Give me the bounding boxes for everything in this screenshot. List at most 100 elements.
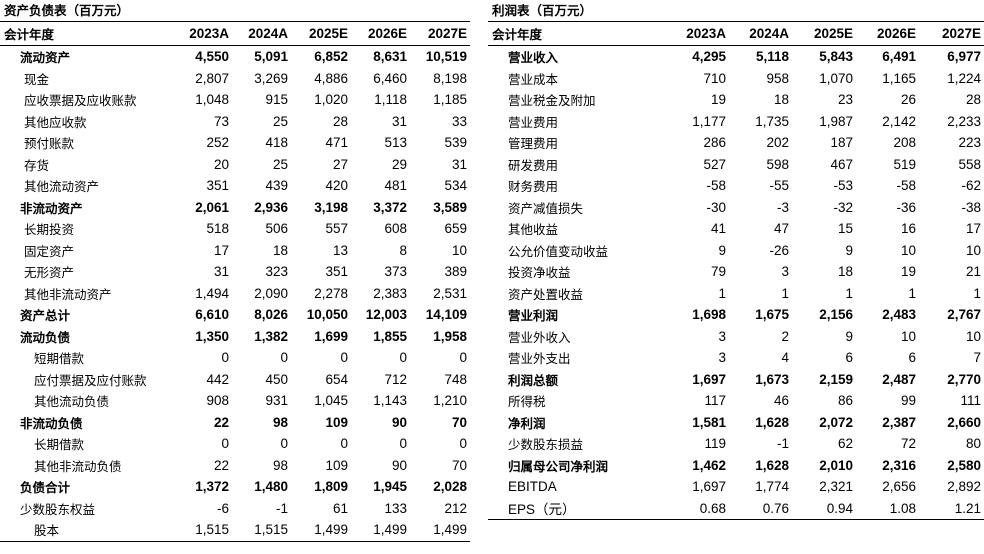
value-cell: 1,581	[692, 414, 726, 430]
value-cell: 2,321	[819, 479, 853, 495]
value-cell: 29	[391, 156, 407, 172]
value-cell: 958	[766, 70, 789, 86]
row-label: 流动资产	[20, 50, 71, 66]
value-cell: -3	[776, 199, 789, 215]
value-cell: 2,487	[882, 371, 916, 387]
value-cell: 1,945	[373, 479, 407, 495]
value-cell: 1,697	[692, 479, 726, 495]
value-cell: 73	[213, 113, 229, 129]
value-cell: 1.21	[919, 497, 984, 520]
value-cell: 13	[332, 242, 348, 258]
year-header: 2025E	[792, 22, 856, 46]
value-cell: 99	[900, 393, 916, 409]
table-row: 非流动负债 22 98 109 90 70	[0, 412, 470, 434]
table-row: 其他非流动资产 1,494 2,090 2,278 2,383 2,531	[0, 283, 470, 305]
value-cell: 79	[710, 264, 726, 280]
table-row: 预付账款 252 418 471 513 539	[0, 132, 470, 154]
value-cell: 8,631	[373, 49, 407, 65]
value-cell: -26	[769, 242, 789, 258]
value-cell: 1,462	[692, 457, 726, 473]
value-cell: 4,886	[314, 70, 348, 86]
value-cell: -1	[275, 500, 288, 516]
value-cell: 212	[444, 500, 467, 516]
value-cell: 25	[272, 156, 288, 172]
row-label: 所得税	[508, 394, 546, 410]
value-cell: 9	[845, 242, 853, 258]
year-header: 2024A	[232, 22, 291, 46]
value-cell: 98	[272, 414, 288, 430]
value-cell: 931	[265, 393, 288, 409]
fiscal-year-header: 会计年度	[488, 22, 666, 46]
header-row: 会计年度 2023A 2024A 2025E 2026E 2027E	[0, 22, 470, 46]
table-row: 存货 20 25 27 29 31	[0, 154, 470, 176]
value-cell: 4,550	[195, 49, 229, 65]
value-cell: 527	[703, 156, 726, 172]
value-cell: 20	[213, 156, 229, 172]
value-cell: 506	[265, 221, 288, 237]
value-cell: 17	[965, 221, 981, 237]
value-cell: 1,382	[254, 328, 288, 344]
value-cell: 5,843	[819, 49, 853, 65]
row-label: 固定资产	[24, 243, 75, 259]
value-cell: 28	[965, 92, 981, 108]
row-label: 负债合计	[20, 480, 71, 496]
value-cell: 3,589	[433, 199, 467, 215]
value-cell: 1.08	[856, 497, 919, 520]
value-cell: 0	[280, 350, 288, 366]
value-cell: 6,852	[314, 49, 348, 65]
value-cell: 286	[703, 135, 726, 151]
row-label: 流动负债	[20, 329, 71, 345]
table-row: 营业外收入 3 2 9 10 10	[488, 326, 984, 348]
value-cell: 1	[718, 285, 726, 301]
value-cell: 1,045	[314, 393, 348, 409]
table-row: 资产总计 6,610 8,026 10,050 12,003 14,109	[0, 304, 470, 326]
row-label: EPS（元）	[488, 497, 666, 520]
value-cell: 31	[391, 113, 407, 129]
value-cell: 1,499	[291, 519, 351, 542]
value-cell: 31	[451, 156, 467, 172]
value-cell: 187	[830, 135, 853, 151]
balance-sheet-panel: 资产负债表（百万元） 会计年度 2023A 2024A 2025E 2026E …	[0, 0, 470, 542]
value-cell: 1,958	[433, 328, 467, 344]
value-cell: 10	[451, 242, 467, 258]
value-cell: 0.94	[792, 497, 856, 520]
value-cell: 119	[704, 436, 726, 452]
value-cell: 1,070	[819, 70, 853, 86]
value-cell: 2,233	[947, 113, 981, 129]
value-cell: 1,185	[433, 92, 467, 108]
value-cell: 2,090	[254, 285, 288, 301]
table-row: 营业收入 4,295 5,118 5,843 6,491 6,977	[488, 46, 984, 68]
value-cell: 0	[340, 436, 348, 452]
value-cell: 2,656	[882, 479, 916, 495]
table-row: EPS（元） 0.68 0.76 0.94 1.08 1.21	[488, 497, 984, 520]
value-cell: 18	[837, 264, 853, 280]
value-cell: 10	[965, 242, 981, 258]
row-label: 长期投资	[24, 222, 75, 238]
value-cell: 16	[900, 221, 916, 237]
value-cell: 3	[718, 328, 726, 344]
table-row: 公允价值变动收益 9 -26 9 10 10	[488, 240, 984, 262]
value-cell: 6,460	[373, 70, 407, 86]
row-label: 预付账款	[24, 136, 75, 152]
value-cell: 2	[781, 328, 789, 344]
value-cell: 1,224	[947, 70, 981, 86]
row-label: 财务费用	[508, 179, 559, 195]
value-cell: 1,499	[410, 519, 470, 542]
income-statement-title: 利润表（百万元）	[488, 0, 984, 22]
table-row: 其他流动资产 351 439 420 481 534	[0, 175, 470, 197]
value-cell: 1,499	[351, 519, 410, 542]
value-cell: 1	[973, 285, 981, 301]
value-cell: -38	[961, 199, 981, 215]
value-cell: 10	[900, 242, 916, 258]
table-row: 无形资产 31 323 351 373 389	[0, 261, 470, 283]
value-cell: 3,198	[314, 199, 348, 215]
year-header: 2025E	[291, 22, 351, 46]
table-row: 其他流动负债 908 931 1,045 1,143 1,210	[0, 390, 470, 412]
value-cell: 133	[384, 500, 407, 516]
value-cell: 3,269	[254, 70, 288, 86]
value-cell: 3	[718, 350, 726, 366]
value-cell: 2,807	[195, 70, 229, 86]
value-cell: 9	[845, 328, 853, 344]
value-cell: 2,278	[314, 285, 348, 301]
value-cell: 6	[908, 350, 916, 366]
